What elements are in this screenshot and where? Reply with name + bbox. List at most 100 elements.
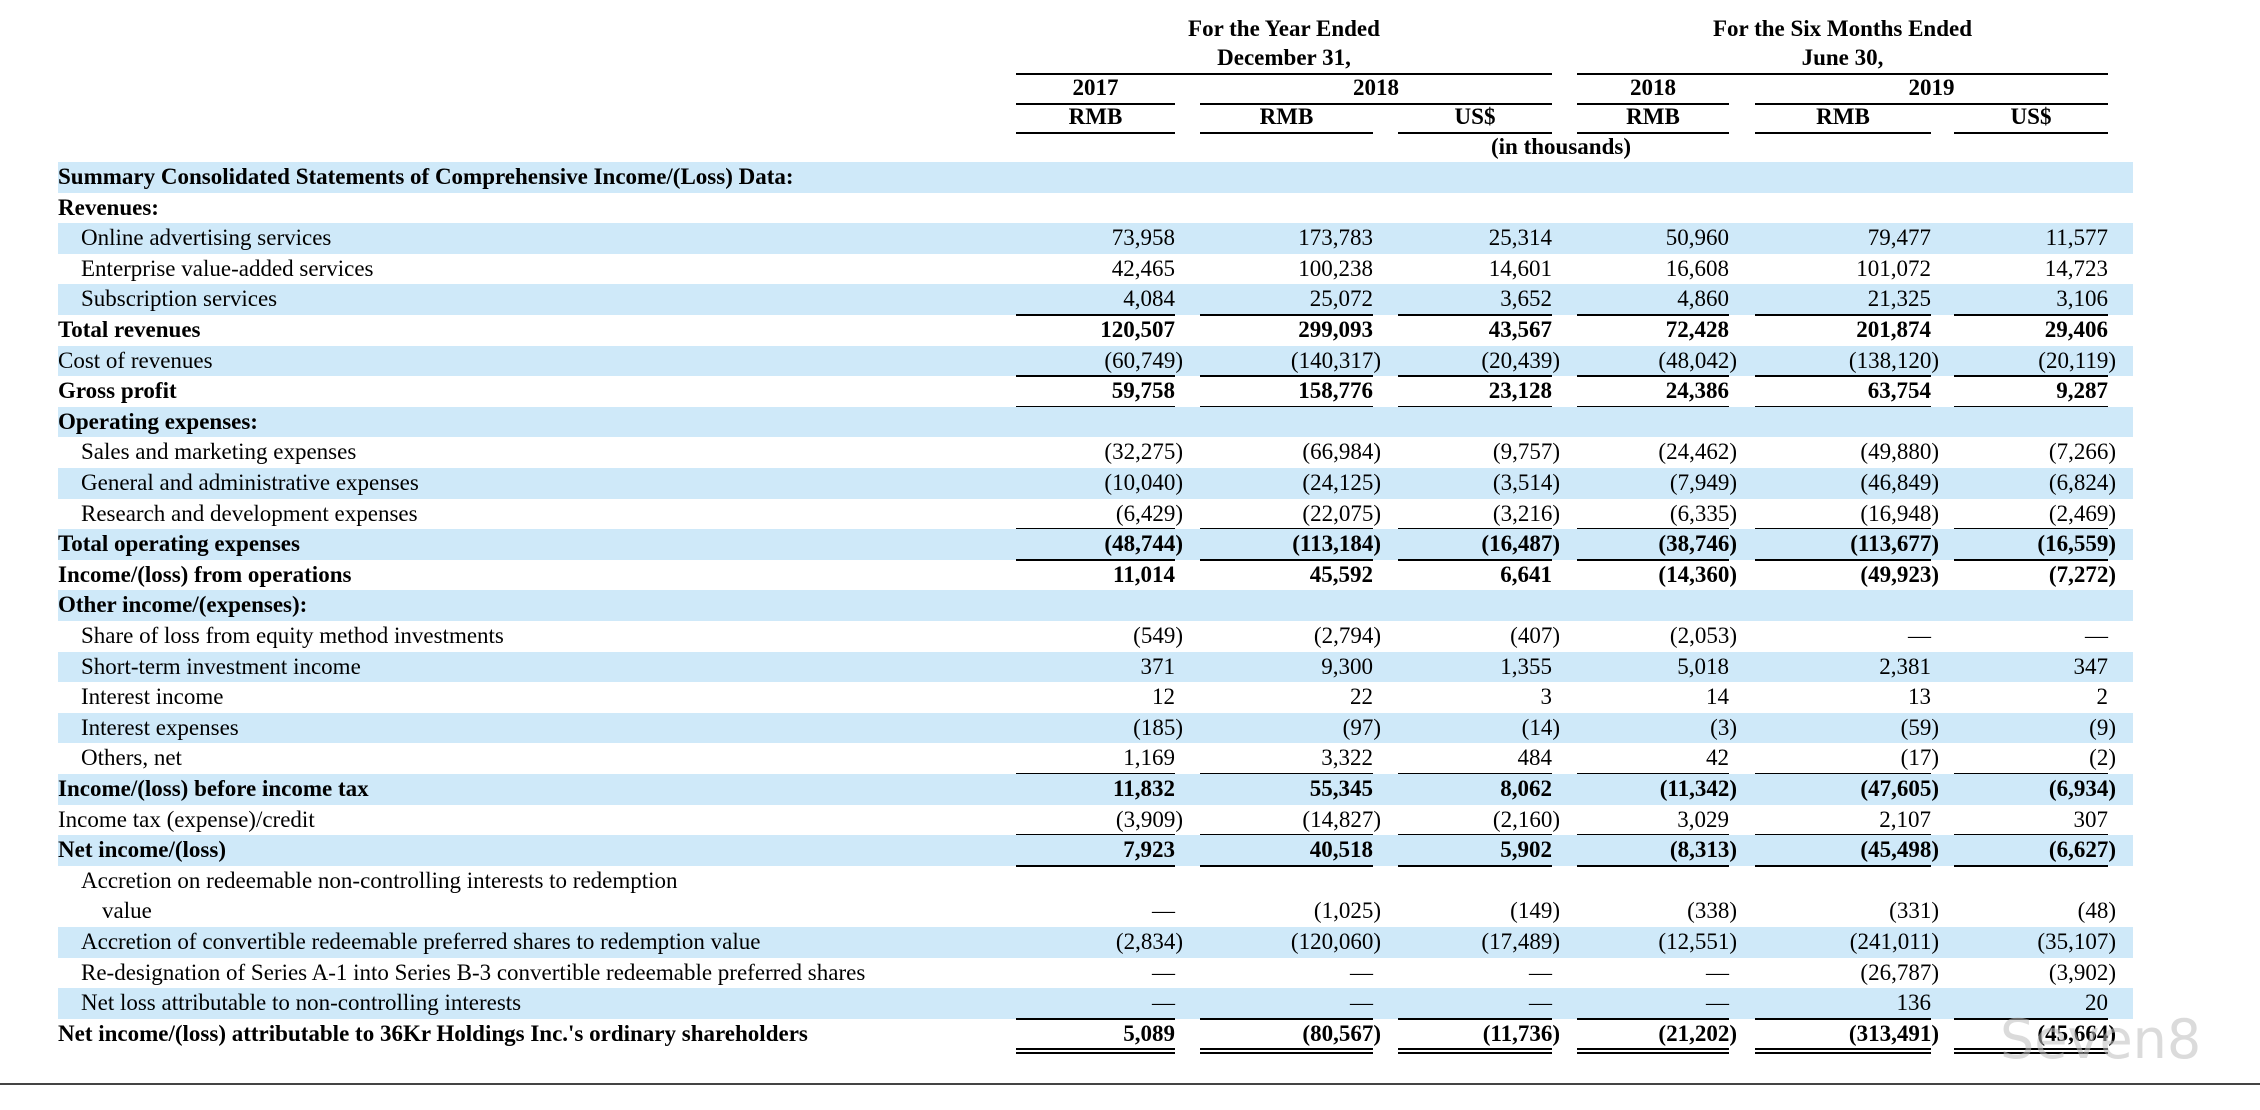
cell-rule <box>1016 558 1175 561</box>
cell-rule <box>1577 1017 1729 1020</box>
cell-value: (3,514) <box>1492 470 1560 495</box>
cell-value: — <box>1152 990 1175 1016</box>
cell-value: (45,664) <box>2037 1020 2116 1046</box>
header-rule <box>1577 132 1729 134</box>
cell-rule <box>1577 1048 1729 1051</box>
cell-value: 45,592 <box>1309 561 1373 587</box>
cell-value: — <box>1350 959 1373 985</box>
cell-value: (407) <box>1510 623 1560 648</box>
cell-rule <box>1200 1052 1373 1055</box>
cell-value: 347 <box>2073 653 2109 679</box>
cell-value: (24,462) <box>1658 439 1737 465</box>
header-rule <box>1016 103 1175 105</box>
cell-rule <box>1577 558 1729 561</box>
row-label: Net income/(loss) attributable to 36Kr H… <box>58 1020 808 1046</box>
cell-value: (16,559) <box>2037 531 2116 557</box>
cell-value: 2,107 <box>1879 806 1931 832</box>
cell-value: 29,406 <box>2044 317 2108 342</box>
cell-value: (113,184) <box>1292 531 1381 557</box>
header-rule <box>1755 132 1931 134</box>
cell-value: 79,477 <box>1867 225 1931 251</box>
cell-value: (6,824) <box>2048 470 2116 495</box>
cell-value: 307 <box>2073 806 2109 832</box>
cell-value: 12 <box>1152 684 1175 710</box>
cell-value: — <box>1152 898 1175 924</box>
cell-value: 42,465 <box>1111 255 1175 281</box>
cell-value: 120,507 <box>1100 317 1175 342</box>
cell-rule <box>1954 314 2108 316</box>
year-header: 2018 <box>1630 75 1676 100</box>
currency-header: RMB <box>1259 104 1314 129</box>
row-shade <box>58 406 2133 438</box>
cell-value: (1,025) <box>1313 898 1381 924</box>
row-label: Other income/(expenses): <box>58 592 308 618</box>
cell-value: 24,386 <box>1665 378 1729 404</box>
cell-value: (97) <box>1342 714 1381 740</box>
cell-value: 5,089 <box>1123 1020 1175 1046</box>
row-shade <box>58 223 2133 254</box>
cell-rule <box>1954 1048 2108 1051</box>
row-label: Others, net <box>81 745 182 771</box>
cell-value: 7,923 <box>1123 837 1175 863</box>
cell-value: 73,958 <box>1111 225 1175 251</box>
cell-value: 484 <box>1517 745 1553 771</box>
header-rule <box>1577 73 2108 75</box>
cell-value: (16,487) <box>1481 531 1560 557</box>
cell-rule <box>1200 558 1373 561</box>
cell-value: (46,849) <box>1860 470 1939 495</box>
cell-value: 158,776 <box>1298 378 1373 404</box>
cell-value: 100,238 <box>1298 255 1373 281</box>
row-shade <box>58 927 2133 958</box>
cell-value: (16,948) <box>1860 500 1939 526</box>
cell-value: 4,860 <box>1677 286 1729 312</box>
cell-value: (12,551) <box>1658 929 1737 954</box>
row-shade <box>58 835 2133 866</box>
cell-value: 22 <box>1350 684 1373 710</box>
cell-value: (45,498) <box>1860 837 1939 863</box>
cell-value: 4,084 <box>1123 286 1175 312</box>
row-label: General and administrative expenses <box>81 470 419 495</box>
cell-value: (49,923) <box>1860 561 1939 587</box>
cell-value: (22,075) <box>1302 500 1381 526</box>
cell-value: (120,060) <box>1290 929 1381 954</box>
currency-header: US$ <box>1454 104 1496 129</box>
cell-rule <box>1577 375 1729 378</box>
cell-value: (38,746) <box>1658 531 1737 557</box>
cell-value: (331) <box>1889 898 1939 924</box>
cell-rule <box>1954 558 2108 561</box>
cell-value: 1,169 <box>1123 745 1175 771</box>
cell-rule <box>1954 375 2108 378</box>
row-shade <box>58 468 2133 499</box>
cell-value: — <box>1350 990 1373 1016</box>
cell-value: 40,518 <box>1309 837 1373 863</box>
cell-value: (2,053) <box>1669 623 1737 648</box>
cell-value: (10,040) <box>1104 470 1183 495</box>
cell-value: (49,880) <box>1860 439 1939 465</box>
cell-rule <box>1398 1048 1552 1051</box>
row-shade <box>58 284 2133 315</box>
cell-rule <box>1755 558 1931 561</box>
cell-value: 3 <box>1540 684 1553 710</box>
cell-rule <box>1398 864 1552 867</box>
row-shade <box>58 988 2133 1019</box>
cell-value: 20 <box>2085 990 2108 1016</box>
year-header: 2017 <box>1072 75 1119 100</box>
cell-rule <box>1755 1048 1931 1051</box>
cell-value: (241,011) <box>1849 929 1939 954</box>
row-label: Enterprise value-added services <box>81 255 374 281</box>
cell-rule <box>1016 1048 1175 1051</box>
row-label: Summary Consolidated Statements of Compr… <box>58 164 794 189</box>
cell-value: 201,874 <box>1856 317 1931 342</box>
cell-value: (14,827) <box>1302 806 1381 832</box>
cell-value: 6,641 <box>1500 561 1552 587</box>
cell-value: (7,949) <box>1669 470 1737 495</box>
cell-value: — <box>2085 623 2108 648</box>
cell-value: (14) <box>1521 714 1560 740</box>
cell-value: (185) <box>1133 714 1183 740</box>
cell-value: (6,429) <box>1115 500 1183 526</box>
row-label: Gross profit <box>58 378 177 404</box>
currency-header: RMB <box>1626 104 1680 129</box>
cell-value: (549) <box>1133 623 1183 648</box>
row-shade <box>58 774 2133 805</box>
